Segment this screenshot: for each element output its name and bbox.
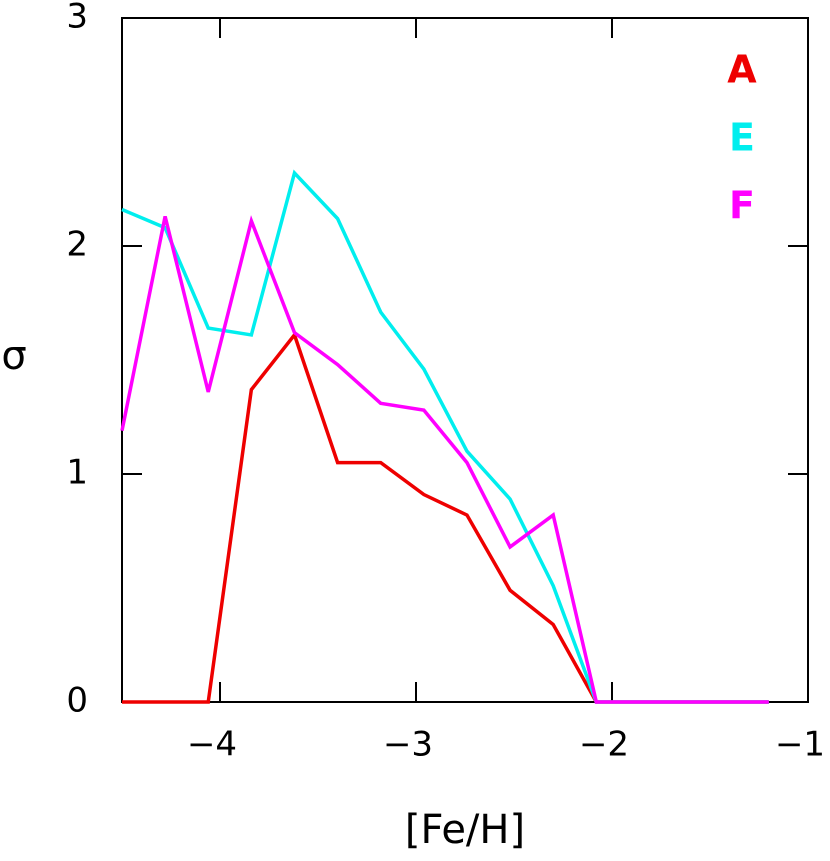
y-tick-label: 1 — [66, 453, 88, 493]
y-tick-label: 2 — [66, 225, 88, 265]
legend-label: A — [727, 48, 757, 92]
y-axis-label: σ — [1, 333, 26, 379]
y-tick-label: 0 — [66, 681, 88, 721]
series-line — [120, 215, 769, 704]
legend-label: F — [729, 184, 755, 228]
y-tick-label: 3 — [66, 0, 88, 37]
x-tick-label: −2 — [579, 725, 629, 765]
x-axis-label: [Fe/H] — [405, 807, 525, 853]
series-line — [122, 331, 769, 704]
x-tick-label: −4 — [187, 725, 237, 765]
legend-label: E — [729, 116, 755, 160]
x-tick-label: −1 — [775, 725, 825, 765]
plot-frame — [121, 17, 809, 703]
x-tick-label: −3 — [383, 725, 433, 765]
